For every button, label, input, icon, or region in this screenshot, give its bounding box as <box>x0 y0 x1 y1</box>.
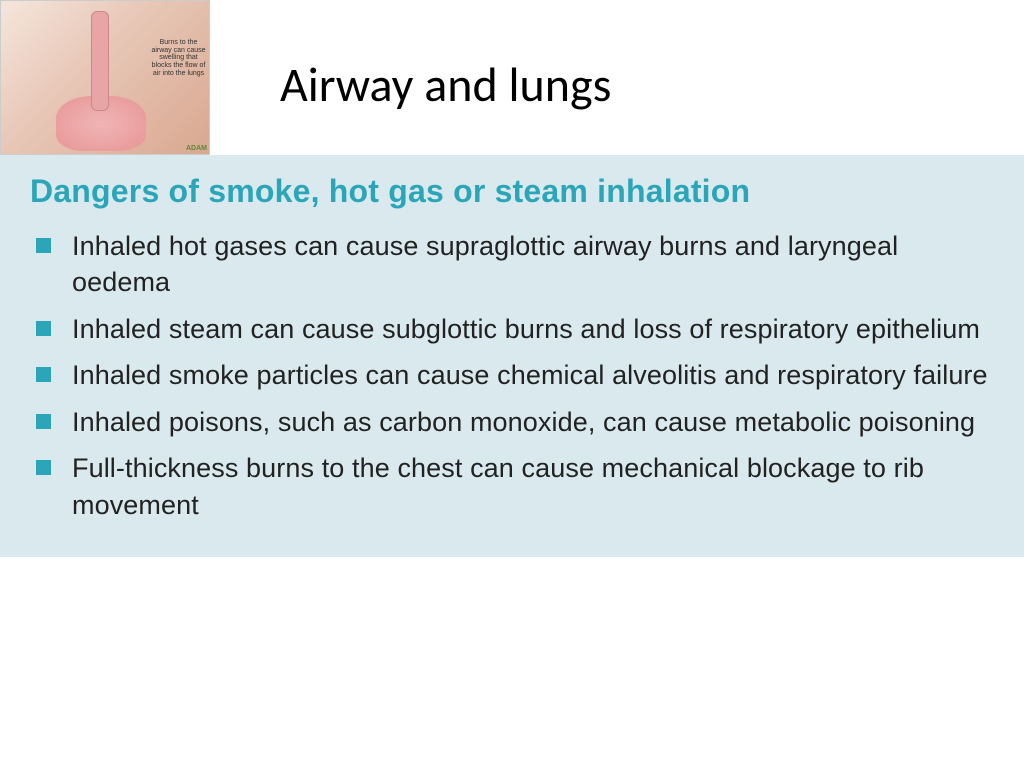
content-panel: Dangers of smoke, hot gas or steam inhal… <box>0 155 1024 557</box>
square-bullet-icon <box>36 414 51 429</box>
trachea-shape <box>91 11 109 111</box>
list-item-text: Full-thickness burns to the chest can ca… <box>72 453 924 519</box>
thumbnail-caption: Burns to the airway can cause swelling t… <box>151 39 206 77</box>
square-bullet-icon <box>36 460 51 475</box>
list-item-text: Inhaled poisons, such as carbon monoxide… <box>72 407 975 437</box>
list-item-text: Inhaled smoke particles can cause chemic… <box>72 360 988 390</box>
anatomy-thumbnail: Burns to the airway can cause swelling t… <box>0 0 210 155</box>
page-title: Airway and lungs <box>280 55 611 114</box>
list-item: Inhaled hot gases can cause supraglottic… <box>36 228 994 301</box>
list-item-text: Inhaled steam can cause subglottic burns… <box>72 314 980 344</box>
thumbnail-credit: ADAM <box>186 145 207 152</box>
danger-list: Inhaled hot gases can cause supraglottic… <box>30 228 994 523</box>
list-item: Full-thickness burns to the chest can ca… <box>36 450 994 523</box>
list-item: Inhaled steam can cause subglottic burns… <box>36 311 994 347</box>
square-bullet-icon <box>36 238 51 253</box>
square-bullet-icon <box>36 367 51 382</box>
list-item: Inhaled smoke particles can cause chemic… <box>36 357 994 393</box>
square-bullet-icon <box>36 321 51 336</box>
panel-heading: Dangers of smoke, hot gas or steam inhal… <box>30 173 994 210</box>
list-item: Inhaled poisons, such as carbon monoxide… <box>36 404 994 440</box>
header-area: Burns to the airway can cause swelling t… <box>0 0 1024 155</box>
list-item-text: Inhaled hot gases can cause supraglottic… <box>72 231 898 297</box>
